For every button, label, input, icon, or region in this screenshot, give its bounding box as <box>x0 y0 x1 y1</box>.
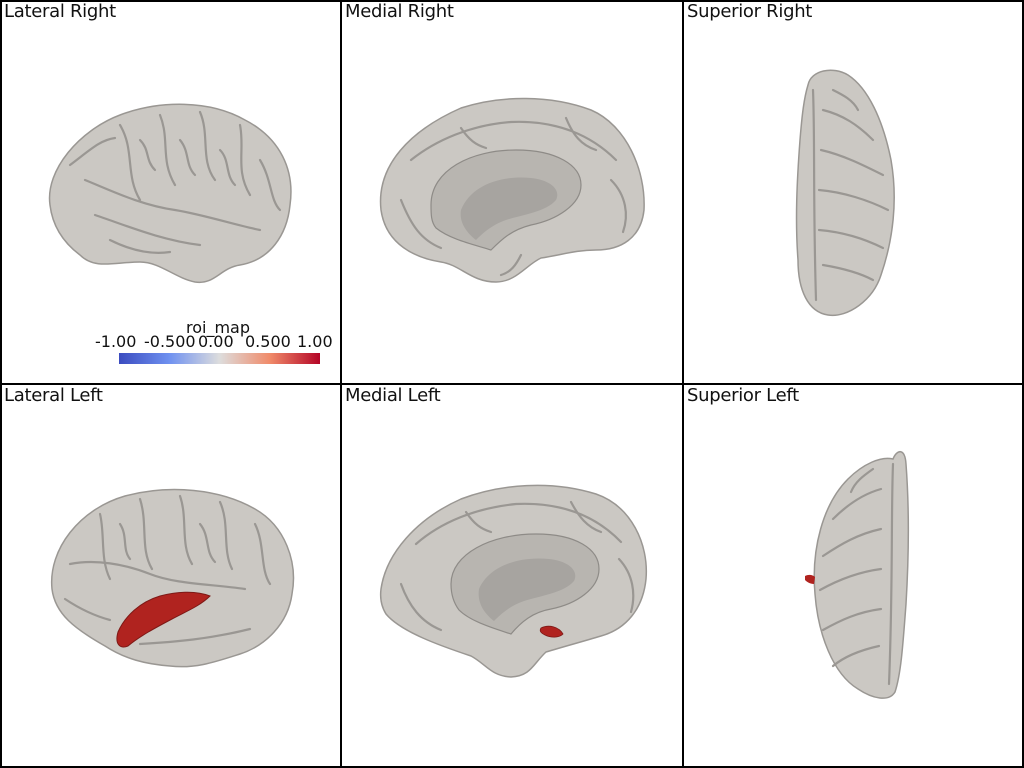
colorbar-tick: 0.500 <box>245 332 291 351</box>
colorbar-tick: 0.00 <box>198 332 234 351</box>
brain-lateral-left <box>50 488 295 668</box>
colorbar-tick: 1.00 <box>297 332 333 351</box>
panel-title: Superior Right <box>687 1 813 22</box>
panel-superior-left[interactable]: Superior Left <box>683 384 1024 768</box>
panel-lateral-left[interactable]: Lateral Left <box>0 384 341 768</box>
colorbar: roi_map -1.00 -0.500 0.00 0.500 1.00 <box>90 318 335 368</box>
panel-title: Medial Left <box>345 385 441 406</box>
brain-superior-right <box>795 69 895 316</box>
colorbar-ticks: -1.00 -0.500 0.00 0.500 1.00 <box>90 332 335 352</box>
colorbar-tick: -1.00 <box>95 332 137 351</box>
colorbar-tick: -0.500 <box>144 332 196 351</box>
panel-title: Lateral Left <box>4 385 103 406</box>
colorbar-gradient <box>119 353 320 364</box>
roi-region <box>805 574 815 584</box>
panel-medial-left[interactable]: Medial Left <box>341 384 683 768</box>
panel-title: Lateral Right <box>4 1 116 22</box>
panel-title: Superior Left <box>687 385 799 406</box>
brain-medial-left <box>379 484 648 678</box>
panel-medial-right[interactable]: Medial Right <box>341 0 683 384</box>
panel-title: Medial Right <box>345 1 454 22</box>
panel-superior-right[interactable]: Superior Right <box>683 0 1024 384</box>
brain-medial-right <box>379 97 645 283</box>
brain-superior-left <box>805 451 909 699</box>
